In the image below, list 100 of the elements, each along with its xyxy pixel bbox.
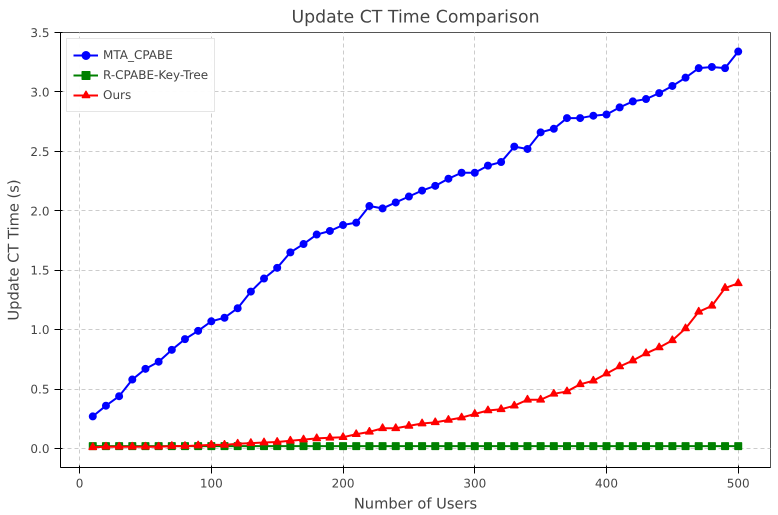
point — [615, 361, 624, 370]
point — [734, 442, 742, 450]
x-axis-title: Number of Users — [354, 496, 478, 512]
point — [484, 442, 492, 450]
point — [404, 442, 413, 450]
x-tick-label: 200 — [332, 476, 355, 490]
point — [589, 112, 598, 120]
point — [655, 89, 664, 98]
point — [707, 300, 716, 309]
point — [470, 442, 479, 450]
point — [457, 412, 466, 420]
point — [642, 348, 651, 356]
point — [708, 442, 716, 450]
y-tick-label: 0.5 — [30, 382, 50, 397]
point — [681, 323, 690, 332]
point — [576, 442, 584, 450]
point — [470, 408, 480, 417]
point — [391, 423, 400, 432]
point — [430, 417, 440, 426]
point — [484, 162, 492, 170]
point — [483, 405, 492, 414]
point — [154, 358, 163, 366]
point — [510, 442, 518, 450]
point — [720, 282, 730, 291]
point — [260, 274, 268, 283]
y-tick-label: 1.0 — [30, 323, 50, 338]
point — [364, 426, 374, 435]
point — [404, 420, 414, 429]
point — [721, 442, 730, 450]
point — [734, 278, 743, 286]
point — [115, 392, 124, 400]
point — [260, 437, 269, 446]
point — [352, 429, 361, 438]
point — [562, 114, 571, 122]
point — [536, 128, 545, 136]
point — [694, 306, 704, 315]
point — [392, 198, 400, 206]
x-tick-label: 300 — [463, 476, 486, 490]
point — [312, 433, 322, 442]
point — [378, 442, 387, 450]
chart-title: Update CT Time Comparison — [291, 8, 540, 28]
point — [550, 124, 558, 133]
point — [444, 442, 452, 450]
point — [338, 432, 348, 440]
point — [194, 326, 202, 335]
point — [233, 438, 242, 447]
point — [510, 400, 519, 409]
point — [339, 442, 348, 450]
point — [246, 288, 255, 296]
point — [326, 442, 334, 450]
point — [589, 442, 598, 450]
point — [497, 442, 506, 450]
point — [576, 114, 584, 122]
point — [418, 418, 427, 426]
y-axis-title: Update CT Time (s) — [5, 179, 22, 321]
point — [418, 186, 426, 195]
point — [522, 394, 532, 403]
point — [365, 202, 374, 210]
point — [734, 48, 742, 56]
point — [642, 95, 650, 104]
point — [273, 264, 282, 272]
point — [536, 394, 546, 403]
point — [470, 168, 479, 177]
point — [628, 97, 637, 106]
point — [497, 158, 506, 166]
point — [220, 440, 229, 448]
point — [246, 438, 256, 446]
point — [312, 442, 321, 450]
point — [141, 364, 150, 373]
point — [628, 355, 638, 364]
point — [102, 402, 110, 410]
point — [576, 379, 585, 388]
y-tick-label: 2.0 — [30, 204, 50, 218]
point — [562, 442, 571, 450]
point — [128, 376, 136, 384]
point — [444, 414, 453, 423]
x-tick-label: 0 — [76, 476, 84, 490]
point — [299, 434, 308, 442]
point — [286, 248, 294, 256]
point — [616, 103, 624, 112]
point — [562, 386, 572, 394]
point — [523, 442, 532, 450]
point — [642, 442, 650, 450]
point — [458, 168, 466, 177]
point — [444, 174, 452, 183]
point — [220, 314, 228, 322]
point — [510, 142, 518, 151]
point — [286, 436, 295, 444]
point — [549, 388, 558, 397]
point — [588, 376, 598, 384]
point — [496, 404, 506, 412]
point — [628, 442, 637, 450]
legend-label: MTA_CPABE — [103, 48, 173, 62]
point — [431, 182, 440, 190]
point — [352, 442, 360, 450]
point — [168, 346, 176, 354]
point — [325, 432, 334, 441]
point — [378, 204, 387, 212]
point — [708, 62, 716, 71]
legend-label: R-CPABE-Key-Tree — [103, 68, 208, 82]
